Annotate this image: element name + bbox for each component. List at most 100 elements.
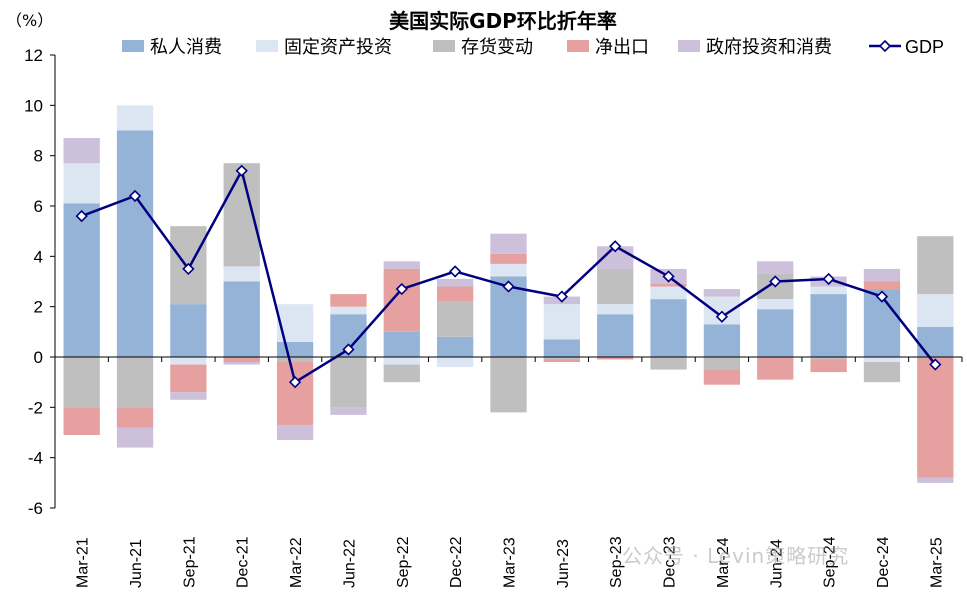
gdp-point (662, 270, 675, 283)
bar-segment (863, 357, 901, 363)
bar-segment (650, 357, 687, 370)
y-unit-label: （%） (6, 11, 53, 30)
bar-segment (757, 357, 794, 380)
y-axis: -6 -4 -2 0 2 4 6 8 10 12 (24, 46, 56, 518)
bar-segment (917, 477, 954, 483)
bar-segment (170, 392, 207, 400)
bar-segment (437, 301, 474, 337)
bar-segment (490, 233, 527, 254)
bar-segment (810, 294, 847, 357)
gdp-point (875, 290, 889, 303)
bar-segment (810, 359, 847, 373)
x-tick-label: Mar-21 (75, 537, 92, 588)
bar-segment (330, 407, 367, 415)
legend: 私人消费 固定资产投资 存货变动 净出口 政府投资和消费 GDP (122, 37, 944, 58)
bar-segment (276, 362, 314, 425)
gdp-point (288, 376, 302, 389)
x-tick-label: Mar-22 (288, 537, 305, 588)
x-tick-label: Dec-23 (662, 536, 679, 588)
bar-segment (276, 357, 314, 363)
bar-segment (116, 407, 154, 428)
y-tick-label: -6 (28, 499, 43, 518)
bar-segment (116, 105, 154, 131)
y-tick-label: -2 (28, 398, 43, 417)
bar-segment (223, 362, 260, 365)
gdp-point (128, 189, 142, 203)
bar-segment (757, 309, 794, 357)
x-tick-label: Jun-23 (555, 539, 572, 588)
legend-label: 存货变动 (461, 37, 533, 58)
bar-segment (757, 299, 794, 310)
bar-segment (810, 286, 847, 295)
gdp-point (395, 282, 408, 296)
bar-segment (437, 278, 474, 287)
bar-segment (863, 281, 901, 290)
x-tick-label: Sep-22 (395, 536, 412, 588)
x-tick-label: Jun-24 (768, 539, 785, 588)
bar-segment (437, 286, 474, 302)
bar-segment (810, 357, 847, 360)
y-tick-label: 12 (24, 46, 43, 65)
gdp-point (822, 272, 835, 286)
bar-segment (170, 304, 207, 357)
bar-segment (650, 286, 687, 300)
gdp-point (75, 209, 88, 223)
gdp-point (182, 262, 195, 276)
bar-segment (863, 362, 901, 383)
gdp-point (235, 164, 248, 177)
bar-segment (490, 253, 527, 264)
x-tick-label: Sep-23 (608, 536, 625, 588)
y-tick-label: -4 (28, 449, 43, 468)
bar-segment (330, 357, 367, 408)
legend-swatch (678, 40, 700, 52)
bar-segment (383, 331, 420, 357)
bar-segment (170, 364, 207, 393)
gdp-point (342, 343, 355, 356)
bar-segment (543, 304, 580, 340)
gdp-point (929, 358, 942, 371)
bar-segment (437, 357, 474, 368)
bar-segment (490, 357, 527, 413)
legend-label: GDP (905, 37, 944, 57)
bar-segment (63, 357, 100, 408)
x-tick-label: Jun-22 (341, 539, 358, 588)
bar-segment (63, 407, 100, 436)
legend-label: 政府投资和消费 (706, 37, 832, 58)
x-tick-label: Sep-21 (181, 536, 198, 588)
bar-segment (383, 357, 420, 365)
bar-segment (116, 357, 154, 408)
bar-segment (917, 357, 954, 478)
legend-swatch (433, 40, 455, 52)
legend-label: 固定资产投资 (284, 37, 392, 58)
gdp-point (609, 240, 622, 253)
bar-segment (703, 324, 741, 357)
legend-label: 净出口 (595, 37, 649, 58)
legend-label: 私人消费 (150, 37, 222, 58)
bar-segment (330, 294, 367, 307)
bar-segment (63, 163, 100, 204)
bar-segment (223, 281, 260, 357)
gdp-point (449, 265, 462, 278)
bar-segment (703, 369, 741, 385)
y-tick-label: 10 (24, 96, 43, 115)
bar-segment (917, 326, 954, 357)
gdp-line-layer (75, 164, 942, 389)
gdp-point (769, 275, 782, 288)
x-tick-label: Jun-21 (128, 539, 145, 588)
chart-title: 美国实际GDP环比折年率 (389, 9, 617, 33)
bar-segment (437, 336, 474, 357)
y-tick-label: 4 (34, 247, 43, 266)
bar-segment (863, 268, 901, 282)
bar-segment (917, 236, 954, 295)
y-tick-label: 8 (34, 147, 43, 166)
legend-swatch (567, 40, 589, 52)
bar-segment (597, 314, 634, 357)
watermark: 公众号 · Levin策略研究 (622, 544, 850, 568)
legend-swatch (122, 40, 144, 52)
bar-segment (917, 294, 954, 327)
y-tick-label: 6 (34, 197, 43, 216)
gdp-point (715, 310, 729, 323)
bar-segment (63, 138, 100, 164)
x-tick-label: Dec-24 (875, 536, 892, 588)
